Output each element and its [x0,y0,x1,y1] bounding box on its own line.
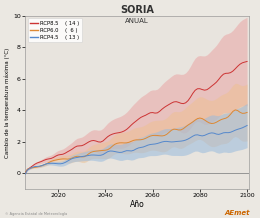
Y-axis label: Cambio de la temperatura máxima (°C): Cambio de la temperatura máxima (°C) [5,47,10,158]
Text: © Agencia Estatal de Meteorología: © Agencia Estatal de Meteorología [5,212,67,216]
Text: ANUAL: ANUAL [125,18,149,24]
X-axis label: Año: Año [130,200,145,209]
Title: SORIA: SORIA [120,5,154,15]
Text: AEmet: AEmet [224,210,250,216]
Legend: RCP8.5    ( 14 ), RCP6.0    (  6 ), RCP4.5    ( 13 ): RCP8.5 ( 14 ), RCP6.0 ( 6 ), RCP4.5 ( 13… [28,18,82,42]
